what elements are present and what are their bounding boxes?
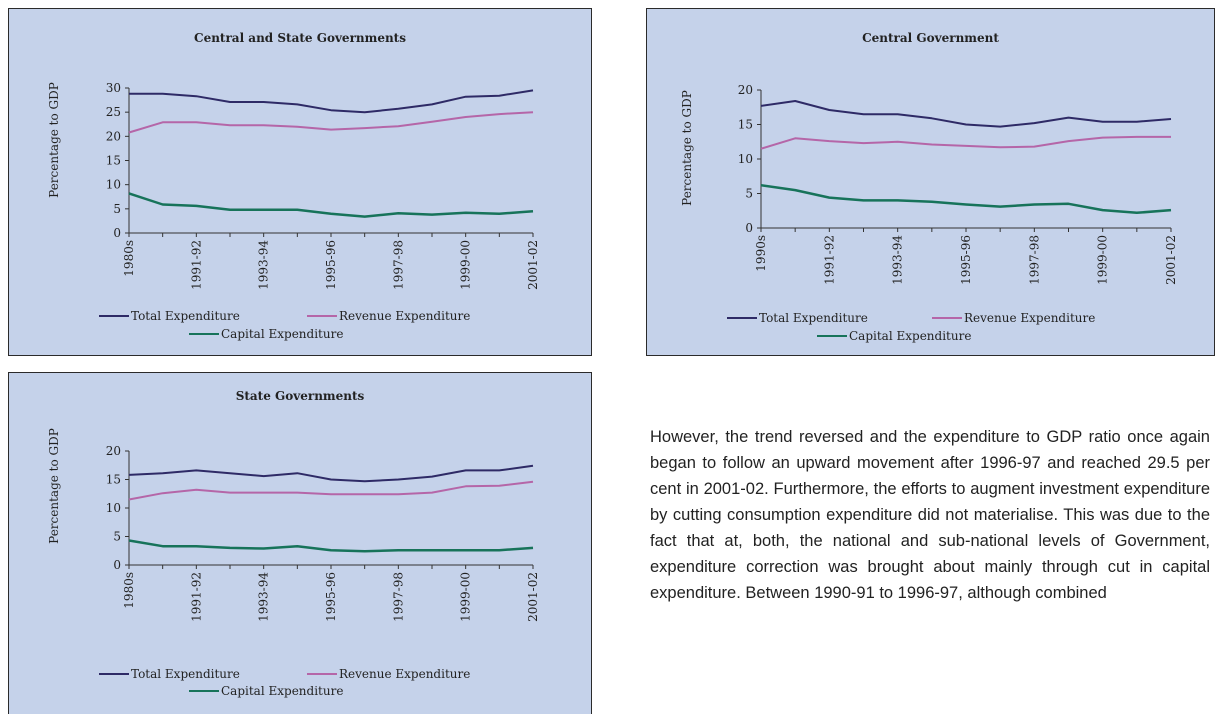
x-tick-label: 2001-02 <box>526 240 540 290</box>
x-tick-label: 1997-98 <box>1027 235 1041 285</box>
legend-label-revenue: Revenue Expenditure <box>964 311 1096 325</box>
y-tick-label: 5 <box>113 202 121 216</box>
y-tick-label: 5 <box>745 187 753 201</box>
legend-item-revenue: Revenue Expenditure <box>932 311 1095 325</box>
x-tick-label: 2001-02 <box>1164 235 1178 285</box>
legend-item-capital: Capital Expenditure <box>189 684 343 698</box>
x-tick-label: 1997-98 <box>391 240 405 290</box>
y-tick-label: 20 <box>106 129 121 143</box>
x-tick-label: 2001-02 <box>526 572 540 622</box>
legend-label-total: Total Expenditure <box>759 311 868 325</box>
legend-item-total: Total Expenditure <box>99 667 240 681</box>
series-line-revenue <box>128 111 534 134</box>
legend-label-capital: Capital Expenditure <box>221 684 344 698</box>
series-line-total <box>129 89 534 114</box>
chart-plot: 0 5 10 15 20 1980s 1991-92 1993-94 1995-96 1997-9… <box>106 444 540 622</box>
x-tick-label: 1991-92 <box>189 572 203 622</box>
x-tick-label: 1993-94 <box>257 572 271 622</box>
legend-swatch-total <box>727 317 757 319</box>
y-tick-label: 0 <box>745 221 753 235</box>
legend-swatch-revenue <box>307 673 337 675</box>
series-line-total <box>760 100 1172 128</box>
legend-swatch-total <box>99 673 129 675</box>
chart-title: Central and State Governments <box>194 31 406 45</box>
y-tick-label: 15 <box>106 473 121 487</box>
legend: Total Expenditure Revenue Expenditure Ca… <box>9 309 593 349</box>
legend-label-total: Total Expenditure <box>131 667 240 681</box>
chart-panel-state: State Governments Percentage to GDP 0 5 10… <box>8 372 592 714</box>
y-tick-label: 30 <box>106 81 121 95</box>
y-tick-label: 10 <box>106 501 121 515</box>
x-tick-label: 1997-98 <box>391 572 405 622</box>
chart-title: State Governments <box>235 389 365 403</box>
y-tick-label: 10 <box>106 178 121 192</box>
y-tick-label: 0 <box>113 226 121 240</box>
legend-label-capital: Capital Expenditure <box>221 327 344 341</box>
x-tick-label: 1980s <box>122 572 136 609</box>
body-paragraph: However, the trend reversed and the expe… <box>650 428 1210 602</box>
y-tick-label: 20 <box>738 83 753 97</box>
y-tick-label: 5 <box>113 530 121 544</box>
legend-item-revenue: Revenue Expenditure <box>307 309 470 323</box>
x-tick-label: 1991-92 <box>822 235 836 285</box>
legend-label-revenue: Revenue Expenditure <box>339 309 471 323</box>
legend-swatch-capital <box>817 335 847 337</box>
legend-swatch-capital <box>189 690 219 692</box>
legend-item-total: Total Expenditure <box>727 311 868 325</box>
legend-label-capital: Capital Expenditure <box>849 329 972 343</box>
legend-label-total: Total Expenditure <box>131 309 240 323</box>
series-line-capital <box>128 539 534 553</box>
legend-swatch-total <box>99 315 129 317</box>
legend-item-capital: Capital Expenditure <box>189 327 343 341</box>
legend-swatch-revenue <box>932 317 962 319</box>
series-line-revenue <box>760 135 1171 150</box>
x-tick-label: 1999-00 <box>459 572 473 622</box>
x-tick-label: 1995-96 <box>324 572 338 622</box>
legend-item-capital: Capital Expenditure <box>817 329 971 343</box>
y-tick-label: 15 <box>738 118 753 132</box>
x-tick-label: 1991-92 <box>189 240 203 290</box>
x-tick-label: 1993-94 <box>891 235 905 285</box>
chart-plot: 0 5 10 15 20 1990s 1991-92 1993-94 1995-96 1997-9… <box>738 83 1178 285</box>
x-tick-label: 1999-00 <box>459 240 473 290</box>
x-tick-label: 1999-00 <box>1096 235 1110 285</box>
x-tick-label: 1990s <box>754 235 768 272</box>
legend-swatch-capital <box>189 333 219 335</box>
series-line-capital <box>128 192 534 218</box>
legend-label-revenue: Revenue Expenditure <box>339 667 471 681</box>
legend-item-revenue: Revenue Expenditure <box>307 667 470 681</box>
y-tick-label: 15 <box>106 154 121 168</box>
y-tick-label: 20 <box>106 444 121 458</box>
legend: Total Expenditure Revenue Expenditure Ca… <box>9 667 593 707</box>
y-tick-label: 25 <box>106 105 121 119</box>
y-tick-label: 10 <box>738 152 753 166</box>
legend-item-total: Total Expenditure <box>99 309 240 323</box>
series-line-revenue <box>128 480 534 501</box>
x-tick-label: 1980s <box>122 240 136 277</box>
legend: Total Expenditure Revenue Expenditure Ca… <box>647 311 1215 351</box>
legend-swatch-revenue <box>307 315 337 317</box>
x-tick-label: 1995-96 <box>324 240 338 290</box>
series-line-capital <box>760 183 1172 215</box>
y-tick-label: 0 <box>113 558 121 572</box>
x-tick-label: 1993-94 <box>257 240 271 290</box>
chart-plot: 0 5 10 15 20 25 30 1980s 1991-92 1993-94 1995-96 19… <box>106 81 540 290</box>
chart-title: Central Government <box>862 31 999 45</box>
x-tick-label: 1995-96 <box>959 235 973 285</box>
chart-panel-central-and-state: Central and State Governments Percentage… <box>8 8 592 356</box>
series-line-total <box>128 464 534 483</box>
